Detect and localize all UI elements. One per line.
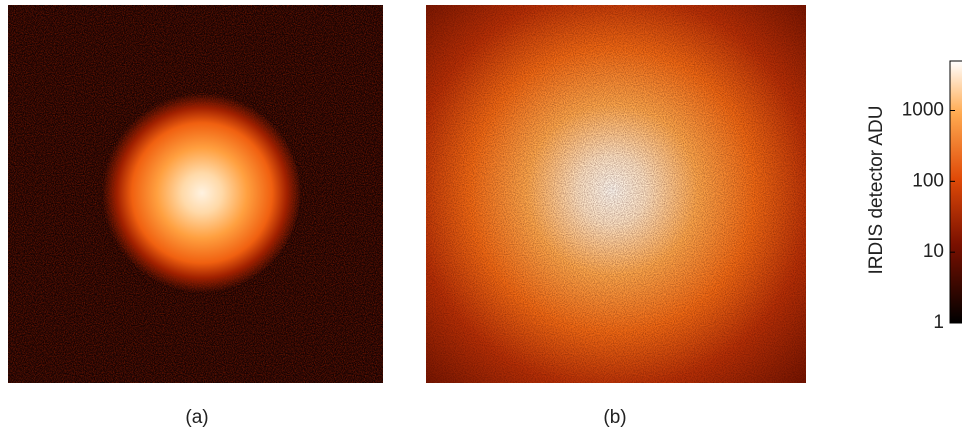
panel-label: (b) [603,407,626,428]
colorbar [949,60,962,324]
colorbar-label: IRDIS detector ADU [866,106,887,275]
panel-b-image [426,5,806,383]
colorbar-tick-label: 1000 [902,100,944,121]
panel-label: (a) [185,407,208,428]
colorbar-tick-label: 1 [933,312,944,333]
panel-a-image [8,5,383,383]
colorbar-tick-label: 100 [912,170,944,191]
colorbar-tick-label: 10 [923,241,944,262]
